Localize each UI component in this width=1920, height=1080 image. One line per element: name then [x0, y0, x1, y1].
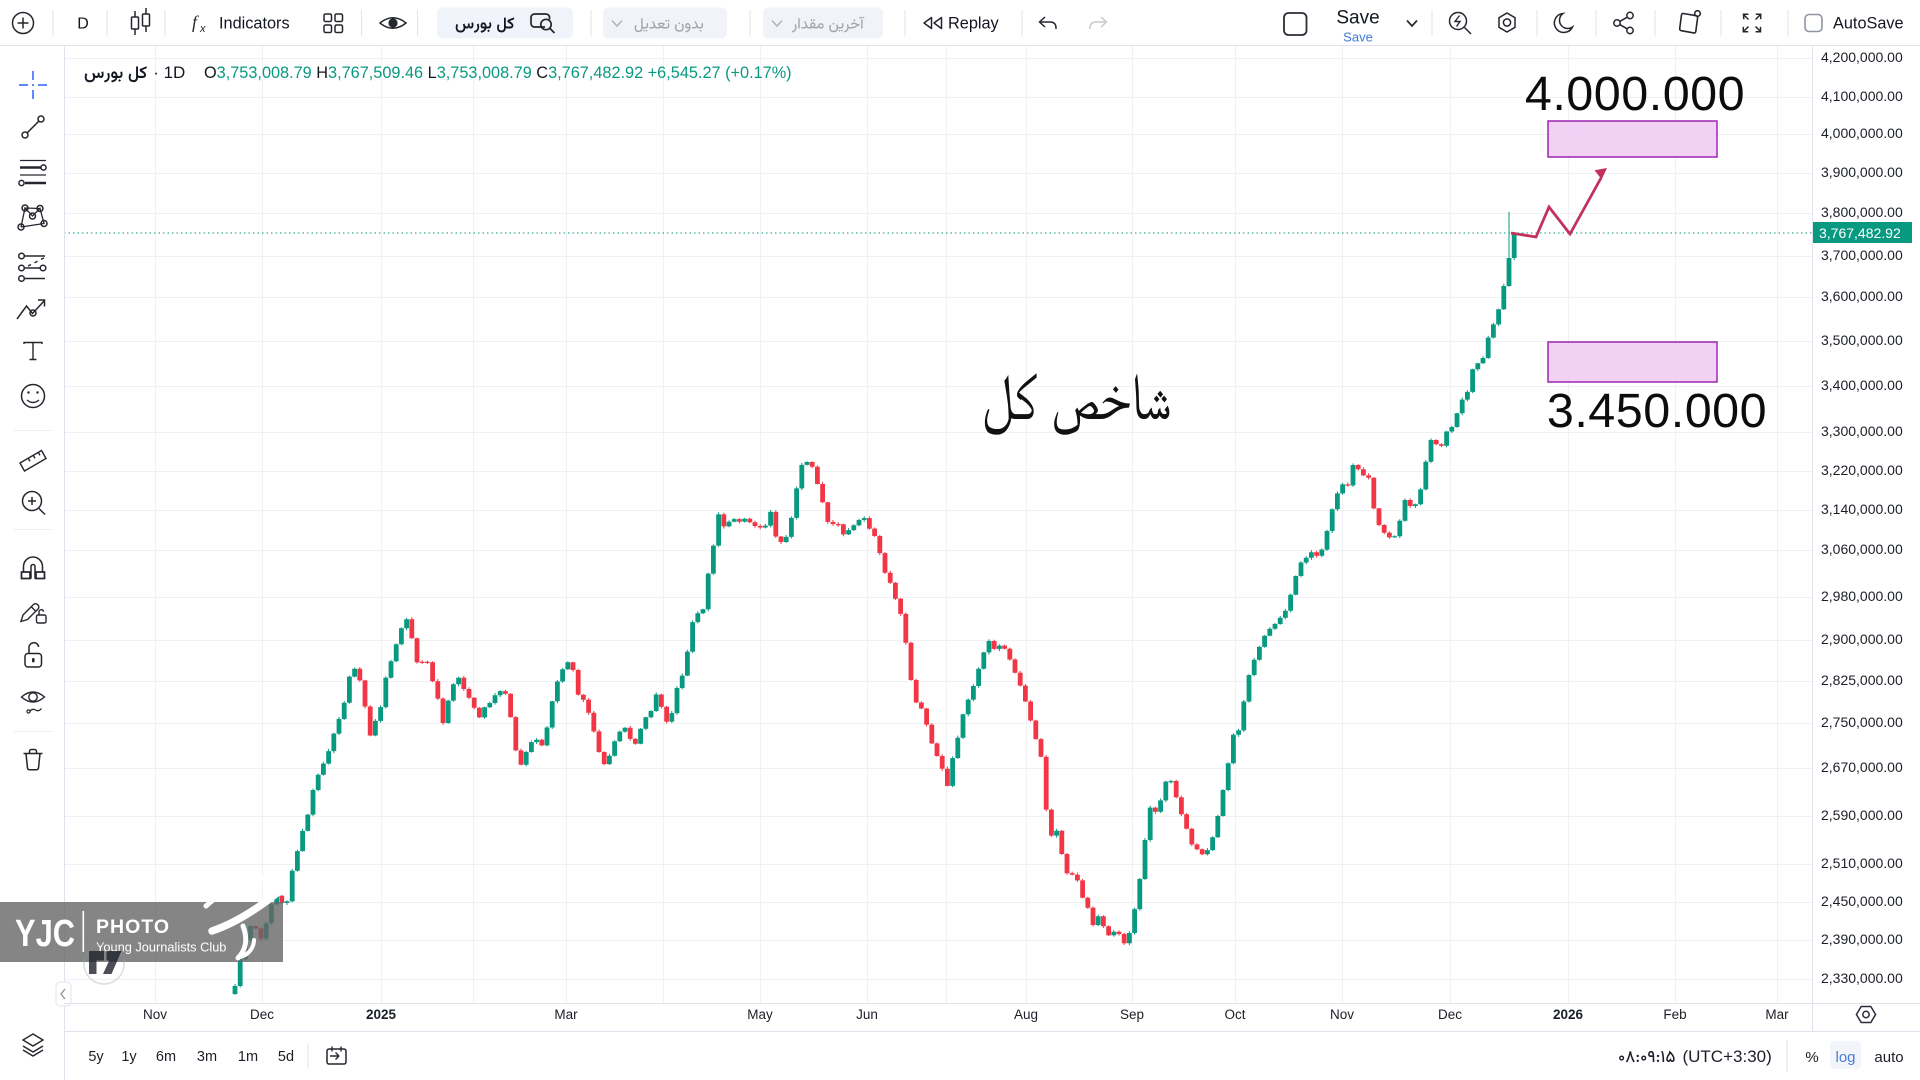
- svg-text:6m: 6m: [156, 1049, 176, 1065]
- svg-text:2,825,000.00: 2,825,000.00: [1821, 672, 1903, 688]
- svg-text:2,750,000.00: 2,750,000.00: [1821, 714, 1903, 730]
- svg-text:(UTC+3:30): (UTC+3:30): [1682, 1047, 1771, 1066]
- svg-text:2,670,000.00: 2,670,000.00: [1821, 759, 1903, 775]
- svg-text:3.450.000: 3.450.000: [1547, 384, 1767, 438]
- svg-text:3,060,000.00: 3,060,000.00: [1821, 541, 1903, 557]
- svg-text:3,500,000.00: 3,500,000.00: [1821, 332, 1903, 348]
- svg-text:Mar: Mar: [1765, 1007, 1789, 1022]
- svg-text:4,200,000.00: 4,200,000.00: [1821, 49, 1903, 65]
- svg-text:2,390,000.00: 2,390,000.00: [1821, 931, 1903, 947]
- svg-text:Replay: Replay: [948, 15, 1000, 33]
- svg-text:3,600,000.00: 3,600,000.00: [1821, 288, 1903, 304]
- svg-text:2,450,000.00: 2,450,000.00: [1821, 893, 1903, 909]
- svg-text:YJC: YJC: [15, 913, 75, 955]
- svg-text:Feb: Feb: [1663, 1007, 1686, 1022]
- svg-text:3,300,000.00: 3,300,000.00: [1821, 423, 1903, 439]
- svg-text:O3,753,008.79 H3,767,509.46 L3: O3,753,008.79 H3,767,509.46 L3,753,008.7…: [204, 64, 792, 82]
- svg-text:Nov: Nov: [143, 1007, 167, 1022]
- svg-text:1m: 1m: [238, 1049, 258, 1065]
- svg-text:auto: auto: [1874, 1049, 1903, 1066]
- svg-text:Aug: Aug: [1014, 1007, 1038, 1022]
- svg-text:D: D: [77, 16, 89, 33]
- svg-text:2,900,000.00: 2,900,000.00: [1821, 631, 1903, 647]
- svg-text:2,980,000.00: 2,980,000.00: [1821, 588, 1903, 604]
- svg-text:3,140,000.00: 3,140,000.00: [1821, 501, 1903, 517]
- svg-text:2,510,000.00: 2,510,000.00: [1821, 855, 1903, 871]
- svg-text:3,700,000.00: 3,700,000.00: [1821, 247, 1903, 263]
- svg-text:1y: 1y: [121, 1049, 137, 1065]
- svg-text:log: log: [1835, 1049, 1855, 1066]
- svg-text:3,220,000.00: 3,220,000.00: [1821, 462, 1903, 478]
- svg-text:2025: 2025: [366, 1007, 397, 1022]
- svg-text:3,767,482.92: 3,767,482.92: [1819, 225, 1901, 241]
- svg-text:5y: 5y: [88, 1049, 104, 1065]
- svg-text:2,330,000.00: 2,330,000.00: [1821, 970, 1903, 986]
- svg-text:2026: 2026: [1553, 1007, 1584, 1022]
- svg-text:x: x: [199, 23, 206, 35]
- svg-text:3,800,000.00: 3,800,000.00: [1821, 204, 1903, 220]
- svg-text:Dec: Dec: [1438, 1007, 1462, 1022]
- svg-text:4,100,000.00: 4,100,000.00: [1821, 88, 1903, 104]
- svg-text:Save: Save: [1343, 30, 1373, 45]
- svg-text:Dec: Dec: [250, 1007, 274, 1022]
- svg-text:Nov: Nov: [1330, 1007, 1354, 1022]
- svg-text:5d: 5d: [278, 1049, 294, 1065]
- svg-text:%: %: [1805, 1049, 1818, 1066]
- svg-text:Oct: Oct: [1224, 1007, 1245, 1022]
- svg-text:3m: 3m: [197, 1049, 217, 1065]
- svg-text:Save: Save: [1336, 8, 1379, 29]
- svg-text:Mar: Mar: [554, 1007, 578, 1022]
- svg-text:Jun: Jun: [856, 1007, 878, 1022]
- svg-text:4,000,000.00: 4,000,000.00: [1821, 125, 1903, 141]
- svg-text:3,900,000.00: 3,900,000.00: [1821, 164, 1903, 180]
- svg-text:Young Journalists Club: Young Journalists Club: [96, 940, 226, 955]
- svg-text:4.000.000: 4.000.000: [1525, 67, 1745, 121]
- svg-text:Indicators: Indicators: [219, 15, 290, 33]
- svg-text:f: f: [192, 12, 200, 32]
- svg-text:PHOTO: PHOTO: [96, 916, 170, 938]
- svg-text:Sep: Sep: [1120, 1007, 1144, 1022]
- svg-text:AutoSave: AutoSave: [1833, 15, 1904, 33]
- svg-text:2,590,000.00: 2,590,000.00: [1821, 807, 1903, 823]
- svg-text:3,400,000.00: 3,400,000.00: [1821, 377, 1903, 393]
- svg-text:· 1D: · 1D: [153, 63, 185, 82]
- svg-text:May: May: [747, 1007, 773, 1022]
